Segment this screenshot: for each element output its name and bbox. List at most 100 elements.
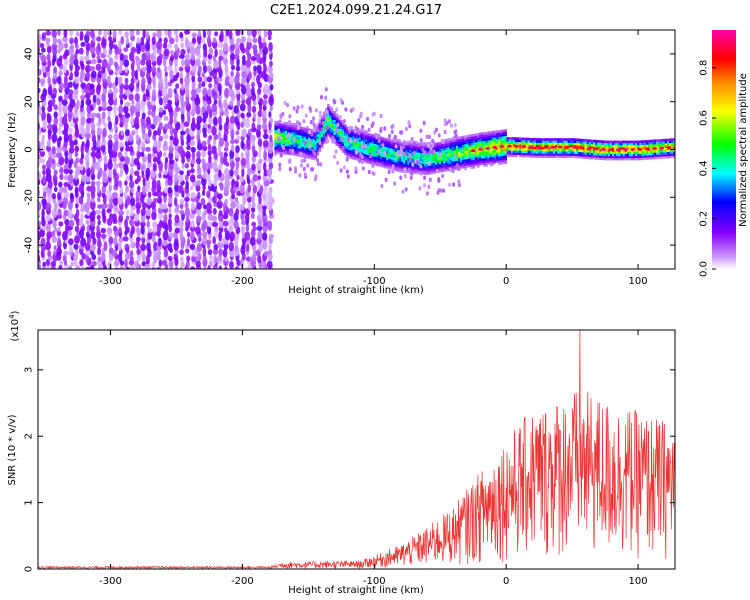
heatmap-noise-cell — [38, 253, 41, 264]
heatmap-noise-cell — [163, 187, 170, 194]
heatmap-noise-cell — [245, 161, 250, 169]
heatmap-scatter-cell — [401, 189, 405, 194]
heatmap-noise-cell — [43, 190, 47, 199]
heatmap-noise-cell — [108, 39, 114, 50]
heatmap-noise-cell — [174, 65, 178, 74]
heatmap-noise-cell — [156, 179, 161, 188]
heatmap-noise-cell — [69, 192, 74, 199]
heatmap-noise-cell — [74, 36, 78, 46]
heatmap-noise-cell — [68, 242, 73, 253]
heatmap-noise-cell — [222, 220, 229, 227]
heatmap-noise-cell — [229, 149, 235, 159]
heatmap-noise-cell — [74, 127, 80, 138]
heatmap-noise-cell — [119, 185, 124, 195]
heatmap-noise-cell — [157, 139, 162, 149]
heatmap-noise-cell — [228, 225, 234, 233]
heatmap-noise-cell — [38, 98, 40, 109]
heatmap-noise-cell — [158, 135, 164, 142]
heatmap-noise-cell — [57, 30, 61, 36]
heatmap-scatter-cell — [311, 120, 315, 125]
heatmap-noise-cell — [51, 133, 58, 143]
heatmap-scatter-cell — [408, 152, 412, 158]
heatmap-noise-cell — [96, 225, 100, 233]
heatmap-noise-cell — [184, 196, 190, 202]
heatmap-noise-cell — [146, 160, 153, 168]
heatmap-noise-cell — [256, 179, 261, 190]
heatmap-noise-cell — [209, 254, 213, 260]
heatmap-scatter-cell — [409, 171, 413, 176]
x-tick-label: 0 — [503, 576, 509, 587]
heatmap-noise-cell — [106, 227, 113, 234]
heatmap-noise-cell — [180, 130, 186, 136]
heatmap-scatter-cell — [347, 137, 350, 142]
heatmap-noise-cell — [103, 241, 108, 252]
heatmap-noise-cell — [269, 105, 273, 112]
heatmap-noise-cell — [235, 65, 241, 72]
heatmap-noise-cell — [169, 232, 175, 239]
heatmap-noise-cell — [253, 69, 257, 77]
y-tick-label: 40 — [24, 48, 35, 61]
heatmap-scatter-cell — [379, 113, 383, 119]
heatmap-noise-cell — [147, 110, 152, 116]
heatmap-noise-cell — [63, 164, 69, 170]
heatmap-noise-cell — [245, 87, 252, 98]
heatmap-noise-cell — [124, 129, 130, 137]
heatmap-noise-cell — [256, 225, 263, 232]
heatmap-signal-cell — [344, 124, 347, 128]
heatmap-noise-cell — [80, 237, 87, 247]
heatmap-noise-cell — [245, 149, 250, 159]
heatmap-noise-cell — [136, 248, 141, 256]
heatmap-noise-cell — [101, 99, 107, 110]
heatmap-noise-cell — [224, 63, 228, 72]
heatmap-noise-cell — [174, 92, 179, 103]
heatmap-noise-cell — [147, 231, 153, 240]
heatmap-noise-cell — [69, 30, 74, 37]
heatmap-noise-cell — [202, 64, 208, 74]
heatmap-noise-cell — [241, 59, 247, 66]
heatmap-noise-cell — [263, 94, 268, 100]
heatmap-noise-cell — [41, 134, 45, 140]
heatmap-noise-cell — [156, 149, 163, 159]
heatmap-noise-cell — [223, 146, 229, 152]
heatmap-noise-cell — [179, 86, 186, 96]
heatmap-noise-cell — [68, 146, 75, 154]
heatmap-noise-cell — [63, 75, 68, 85]
heatmap-noise-cell — [57, 75, 62, 85]
heatmap-peak-cell — [645, 147, 650, 151]
heatmap-peak-cell — [572, 145, 577, 149]
heatmap-noise-cell — [168, 144, 174, 154]
heatmap-scatter-cell — [400, 148, 404, 154]
heatmap-noise-cell — [47, 105, 53, 113]
heatmap-noise-cell — [86, 167, 91, 177]
heatmap-noise-cell — [136, 40, 142, 52]
heatmap-noise-cell — [114, 115, 119, 126]
heatmap-noise-cell — [231, 193, 236, 200]
heatmap-noise-cell — [91, 133, 96, 143]
heatmap-noise-cell — [91, 260, 97, 267]
heatmap-noise-cell — [51, 235, 58, 244]
heatmap-noise-cell — [269, 117, 273, 125]
spectrogram-y-label: Frequency (Hz) — [7, 112, 18, 188]
heatmap-noise-cell — [152, 74, 156, 85]
heatmap-noise-cell — [169, 135, 174, 141]
heatmap-noise-cell — [129, 41, 133, 49]
heatmap-noise-cell — [135, 227, 141, 233]
heatmap-noise-cell — [129, 255, 134, 262]
heatmap-peak-cell — [637, 148, 643, 151]
heatmap-noise-cell — [136, 236, 141, 242]
heatmap-noise-cell — [134, 116, 140, 126]
heatmap-noise-cell — [239, 103, 246, 112]
heatmap-peak-cell — [594, 147, 599, 151]
heatmap-noise-cell — [63, 122, 69, 132]
heatmap-noise-cell — [78, 47, 84, 55]
heatmap-noise-cell — [255, 53, 261, 64]
heatmap-noise-cell — [208, 82, 213, 89]
heatmap-noise-cell — [189, 225, 196, 232]
heatmap-noise-cell — [114, 54, 119, 61]
heatmap-noise-cell — [230, 159, 235, 170]
heatmap-scatter-cell — [336, 160, 340, 166]
heatmap-scatter-cell — [371, 121, 375, 126]
heatmap-noise-cell — [268, 42, 273, 52]
heatmap-noise-cell — [206, 104, 211, 114]
heatmap-noise-cell — [211, 103, 218, 113]
